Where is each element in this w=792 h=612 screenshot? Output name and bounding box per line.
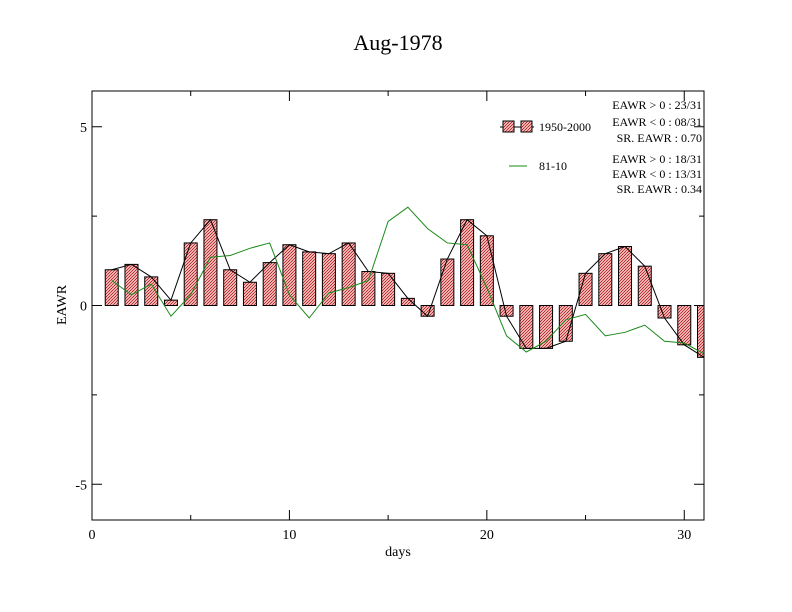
stat-line: EAWR < 0 : 13/31	[612, 167, 702, 181]
bar	[262, 262, 277, 307]
stat-line: EAWR < 0 : 08/31	[612, 115, 702, 129]
x-tick-label: 30	[677, 528, 691, 543]
x-tick-label: 20	[480, 528, 494, 543]
bar	[479, 235, 494, 306]
legend-label-bar: 1950-2000	[539, 120, 591, 134]
axes: 0 10 20 30 5 0 -5	[75, 90, 705, 543]
y-tick-label: -5	[75, 478, 87, 493]
bar	[163, 299, 178, 307]
legend: 1950-2000 81-10	[500, 120, 591, 173]
plot-area	[104, 206, 704, 358]
x-axis-label: days	[385, 545, 411, 560]
y-tick-label: 5	[80, 121, 87, 136]
bar	[361, 271, 376, 307]
bar	[104, 269, 119, 306]
bar	[302, 251, 317, 307]
legend-swatch-bar-right	[520, 120, 533, 133]
stats-annotations: EAWR > 0 : 23/31 EAWR < 0 : 08/31 SR. EA…	[612, 98, 702, 196]
stat-line: EAWR > 0 : 23/31	[612, 98, 702, 112]
bar-series-line	[111, 218, 704, 358]
bar	[519, 305, 534, 349]
bar	[420, 305, 435, 317]
stat-line: SR. EAWR : 0.70	[617, 131, 702, 145]
stat-line: SR. EAWR : 0.34	[617, 182, 702, 196]
bar	[223, 269, 238, 306]
x-tick-label: 0	[89, 528, 96, 543]
bar	[440, 258, 455, 306]
chart-title: Aug-1978	[353, 30, 442, 55]
bar	[460, 219, 475, 306]
stat-line: EAWR > 0 : 18/31	[612, 152, 702, 166]
bar	[381, 272, 396, 307]
bar	[558, 305, 573, 342]
bar	[183, 242, 198, 307]
bar	[539, 305, 554, 349]
bar	[697, 305, 704, 358]
legend-swatch-bar-left	[502, 120, 515, 133]
bar	[321, 253, 336, 307]
bar	[618, 246, 633, 306]
legend-label-series2: 81-10	[539, 159, 567, 173]
bar	[124, 263, 139, 307]
bar	[242, 281, 257, 307]
series-line-81-10	[111, 206, 704, 355]
bar	[282, 244, 297, 306]
y-axis-label: EAWR	[55, 284, 70, 325]
y-tick-label: 0	[80, 300, 87, 315]
bar	[598, 253, 613, 307]
bar	[637, 265, 652, 307]
x-tick-label: 10	[282, 528, 296, 543]
bar	[341, 242, 356, 307]
